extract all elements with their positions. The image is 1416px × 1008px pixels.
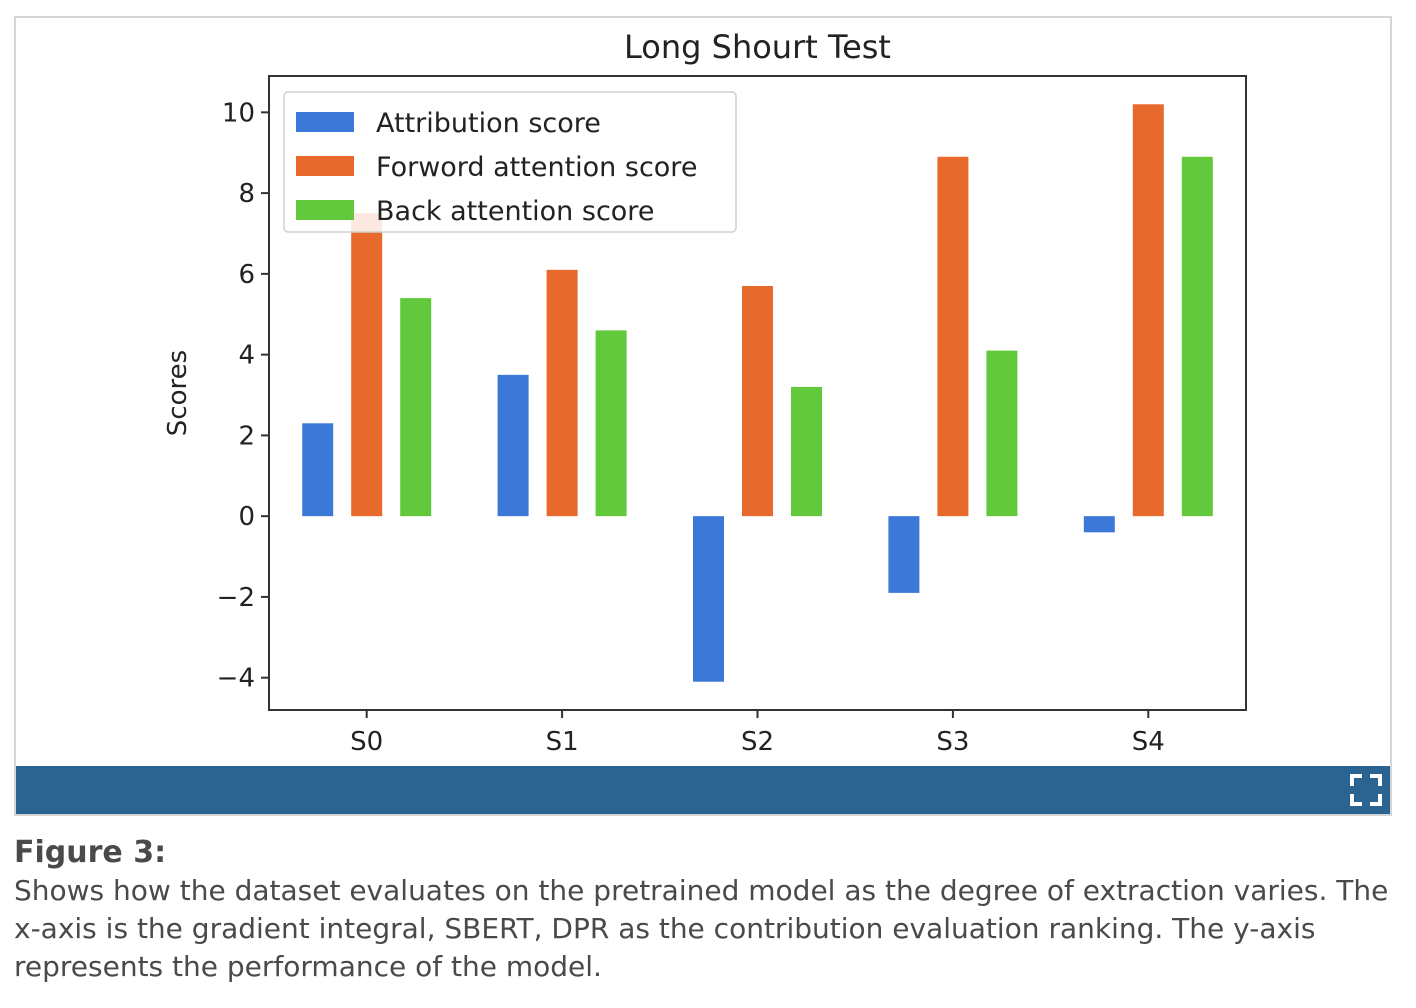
figure-toolbar	[16, 766, 1390, 814]
bar-s3-series-3	[986, 350, 1018, 517]
y-tick-label: −2	[217, 583, 255, 613]
figure-caption: Figure 3: Shows how the dataset evaluate…	[14, 834, 1394, 986]
bar-s1-series-2	[546, 269, 578, 517]
bar-s1-series-1	[497, 374, 529, 517]
bar-s0-series-3	[400, 298, 432, 517]
bar-s3-series-2	[937, 156, 969, 517]
legend-label-1: Attribution score	[376, 108, 601, 139]
bar-s0-series-2	[351, 213, 383, 517]
expand-button[interactable]	[1348, 772, 1384, 808]
x-tick-label: S4	[1132, 727, 1165, 757]
bar-s4-series-3	[1181, 156, 1213, 517]
y-tick-label: 8	[238, 179, 255, 209]
bar-s2-series-1	[693, 516, 724, 682]
y-tick-label: 10	[222, 98, 255, 128]
chart-title: Long Shourt Test	[624, 28, 891, 66]
bar-s2-series-3	[791, 386, 822, 517]
y-tick-label: −4	[217, 664, 255, 694]
y-tick-label: 2	[238, 421, 255, 451]
legend-swatch-2	[296, 156, 354, 176]
legend-swatch-3	[296, 200, 354, 220]
bar-s4-series-2	[1132, 104, 1164, 517]
bar-s1-series-3	[595, 330, 627, 517]
x-tick-label: S2	[741, 727, 774, 757]
legend-box	[283, 91, 737, 233]
y-tick-label: 0	[238, 502, 255, 532]
x-tick-label: S1	[546, 727, 579, 757]
y-tick-label: 4	[238, 341, 255, 371]
expand-icon	[1350, 774, 1382, 806]
caption-text: Shows how the dataset evaluates on the p…	[14, 874, 1389, 983]
bar-chart: Long Shourt Test Scores −4 −2 0 2 4 6 8 10 S0 S1 S2 S…	[163, 28, 1247, 757]
legend-label-3: Back attention score	[376, 196, 654, 227]
x-tick-label: S3	[936, 727, 969, 757]
bar-s3-series-1	[888, 516, 920, 593]
bar-s0-series-1	[302, 423, 334, 517]
figure-frame: Long Shourt Test Scores −4 −2 0 2 4 6 8 10 S0 S1 S2 S…	[14, 16, 1392, 816]
caption-label: Figure 3:	[14, 835, 167, 870]
x-tick-label: S0	[350, 727, 383, 757]
legend-label-2: Forword attention score	[376, 152, 697, 183]
legend-swatch-1	[296, 112, 354, 132]
bar-s2-series-2	[742, 285, 773, 517]
y-tick-label: 6	[238, 260, 255, 290]
bar-s4-series-1	[1083, 516, 1115, 533]
y-axis-label: Scores	[163, 350, 193, 436]
